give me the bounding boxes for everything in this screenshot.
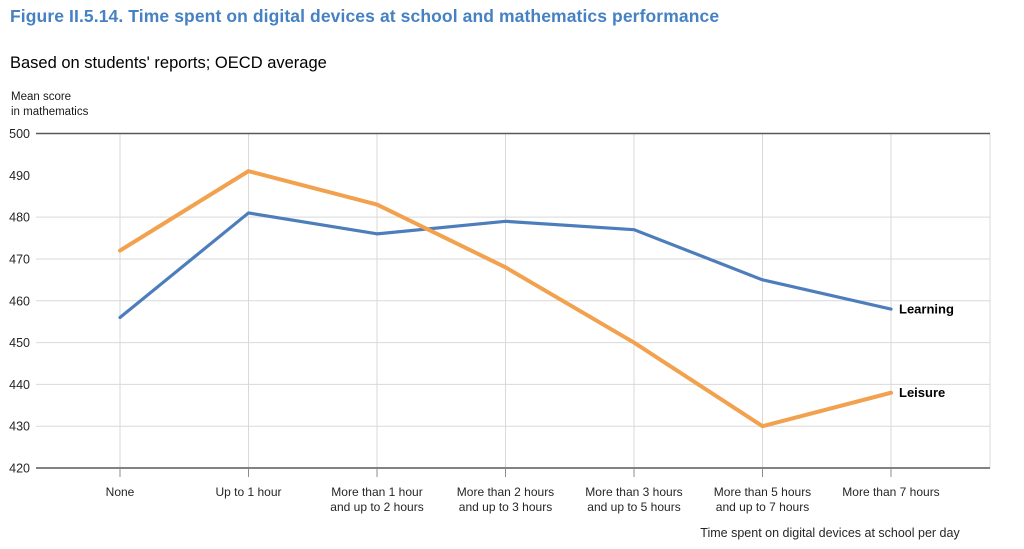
x-category-label: and up to 3 hours — [459, 500, 552, 514]
y-axis-unit-line1: Mean score — [11, 91, 72, 103]
x-category-label: None — [106, 485, 135, 499]
figure-subtitle: Based on students' reports; OECD average — [10, 54, 327, 72]
y-tick-label: 420 — [9, 462, 30, 476]
x-axis-title: Time spent on digital devices at school … — [700, 526, 960, 540]
series-label-learning: Learning — [899, 302, 954, 317]
y-tick-label: 440 — [9, 378, 30, 392]
x-category-label: More than 7 hours — [842, 485, 939, 499]
x-category-label: and up to 5 hours — [587, 500, 680, 514]
x-category-label: More than 2 hours — [457, 485, 554, 499]
x-category-label: and up to 2 hours — [330, 500, 423, 514]
series-label-leisure: Leisure — [899, 385, 945, 400]
x-category-label: Up to 1 hour — [215, 485, 281, 499]
y-axis-unit-label: Mean score in mathematics — [11, 90, 88, 119]
x-category-label: More than 5 hours — [714, 485, 811, 499]
y-tick-label: 500 — [9, 127, 30, 141]
y-tick-label: 460 — [9, 294, 30, 308]
leisure-line — [118, 169, 893, 429]
x-category-label: More than 3 hours — [585, 485, 682, 499]
x-category-label: More than 1 hour — [331, 485, 422, 499]
y-axis-unit-line2: in mathematics — [11, 105, 89, 118]
y-tick-label: 490 — [9, 169, 30, 183]
learning-line — [118, 211, 893, 320]
figure-title: Figure II.5.14. Time spent on digital de… — [10, 6, 720, 26]
y-tick-label: 450 — [9, 336, 30, 350]
y-tick-label: 470 — [9, 252, 30, 266]
x-category-label: and up to 7 hours — [716, 500, 809, 514]
y-tick-label: 480 — [9, 211, 30, 225]
y-tick-label: 430 — [9, 420, 30, 434]
